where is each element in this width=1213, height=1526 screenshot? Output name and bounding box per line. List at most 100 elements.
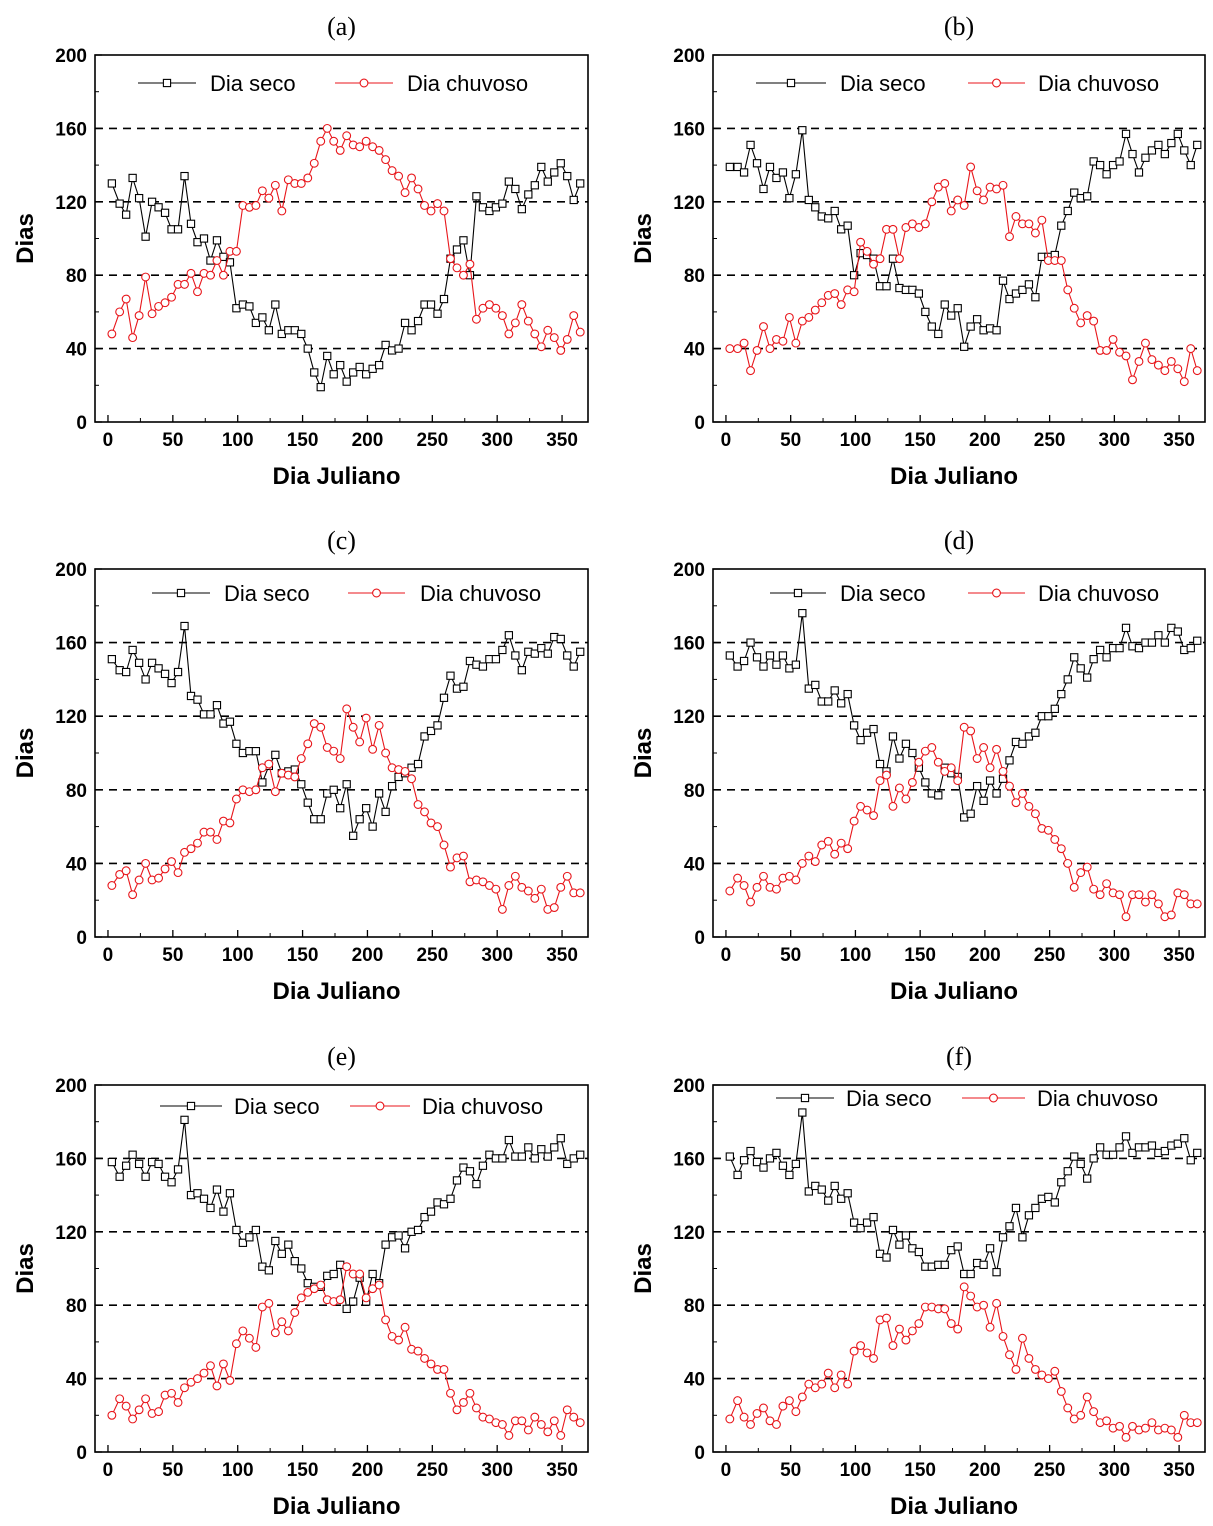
data-point bbox=[1179, 377, 1189, 387]
x-tick-label: 150 bbox=[287, 945, 319, 966]
data-point bbox=[121, 210, 131, 219]
legend-label-dia-seco: Dia seco bbox=[846, 1086, 932, 1111]
data-point bbox=[1134, 168, 1144, 177]
data-point bbox=[972, 781, 982, 791]
data-point bbox=[1102, 879, 1112, 889]
data-point bbox=[1115, 643, 1124, 653]
data-point bbox=[759, 871, 768, 881]
x-tick-label: 350 bbox=[1163, 945, 1195, 966]
data-point bbox=[381, 807, 390, 817]
data-point bbox=[953, 304, 962, 313]
data-point bbox=[953, 195, 963, 205]
data-point bbox=[549, 1416, 559, 1426]
panel-label: (d) bbox=[944, 526, 974, 555]
data-point bbox=[426, 300, 436, 309]
data-point bbox=[1089, 884, 1099, 894]
data-point bbox=[810, 857, 820, 867]
data-point bbox=[875, 759, 885, 769]
data-point bbox=[478, 877, 488, 887]
data-point bbox=[1115, 1421, 1124, 1431]
data-point bbox=[856, 1341, 866, 1351]
data-point bbox=[1179, 890, 1189, 900]
data-point bbox=[778, 336, 788, 346]
data-point bbox=[824, 1196, 833, 1205]
data-point bbox=[361, 804, 371, 813]
data-point bbox=[921, 307, 930, 317]
data-point bbox=[361, 713, 371, 723]
data-point bbox=[869, 1212, 878, 1222]
legend-label-dia-chuvoso: Dia chuvoso bbox=[1037, 1086, 1158, 1111]
data-point bbox=[1082, 311, 1092, 321]
data-point bbox=[271, 750, 280, 759]
data-point bbox=[830, 686, 839, 695]
data-point bbox=[1030, 228, 1040, 238]
data-point bbox=[869, 1353, 878, 1363]
data-point bbox=[947, 311, 956, 320]
data-point bbox=[759, 1403, 768, 1413]
data-point bbox=[394, 1231, 403, 1240]
x-tick-label: 300 bbox=[1099, 1460, 1131, 1481]
data-point bbox=[413, 184, 423, 194]
x-tick-label: 100 bbox=[840, 945, 872, 966]
data-point bbox=[1147, 355, 1157, 365]
chart-panel-6: (f) 0 50 100 150 200 250 300 350 0 40 80 120 160 200 Di… bbox=[630, 1042, 1206, 1520]
data-point bbox=[1063, 1167, 1072, 1176]
data-point bbox=[420, 807, 429, 817]
data-point bbox=[569, 662, 578, 671]
data-point bbox=[1069, 1414, 1079, 1424]
data-point bbox=[725, 886, 735, 896]
x-tick-label: 200 bbox=[969, 430, 1001, 451]
data-point bbox=[791, 1159, 801, 1169]
data-point bbox=[387, 781, 397, 791]
y-axis-title: Dias bbox=[630, 213, 657, 264]
data-point bbox=[212, 236, 222, 245]
data-point bbox=[510, 871, 520, 881]
data-point bbox=[746, 638, 755, 647]
data-point bbox=[154, 1407, 164, 1417]
data-point bbox=[257, 186, 267, 196]
data-point bbox=[225, 1189, 235, 1198]
data-point bbox=[862, 1348, 872, 1358]
data-point bbox=[128, 1414, 138, 1424]
x-tick-label: 0 bbox=[103, 430, 114, 451]
legend-marker-square bbox=[162, 78, 172, 88]
data-point bbox=[1050, 1366, 1060, 1376]
data-point bbox=[413, 1225, 423, 1235]
data-point bbox=[739, 881, 749, 890]
data-point bbox=[920, 746, 930, 756]
x-tick-label: 0 bbox=[103, 945, 114, 966]
data-point bbox=[933, 182, 943, 192]
data-point bbox=[1134, 356, 1144, 366]
data-point bbox=[556, 634, 565, 644]
data-point bbox=[147, 658, 157, 667]
data-point bbox=[785, 193, 794, 203]
data-point bbox=[979, 195, 989, 205]
data-point bbox=[1121, 129, 1131, 139]
data-point bbox=[199, 1368, 209, 1378]
data-point bbox=[413, 759, 423, 769]
data-point bbox=[1057, 221, 1066, 230]
data-point bbox=[335, 1295, 345, 1305]
data-point bbox=[1057, 689, 1066, 699]
data-point bbox=[1173, 364, 1183, 374]
data-point bbox=[297, 329, 306, 339]
data-point bbox=[1192, 366, 1202, 376]
data-point bbox=[1044, 1192, 1053, 1202]
y-tick-label: 40 bbox=[66, 1370, 87, 1391]
x-tick-label: 0 bbox=[103, 1460, 114, 1481]
x-tick-label: 200 bbox=[969, 1460, 1001, 1481]
data-point bbox=[920, 219, 930, 229]
data-point bbox=[251, 318, 261, 328]
data-point bbox=[1076, 318, 1086, 328]
data-point bbox=[160, 208, 170, 217]
data-point bbox=[206, 270, 215, 280]
data-point bbox=[336, 360, 345, 370]
data-point bbox=[575, 1418, 585, 1428]
data-point bbox=[452, 1176, 462, 1185]
x-tick-label: 50 bbox=[162, 945, 183, 966]
data-point bbox=[121, 1401, 131, 1411]
x-tick-label: 350 bbox=[1163, 1460, 1195, 1481]
data-point bbox=[985, 763, 995, 773]
data-point bbox=[1089, 1154, 1098, 1163]
data-point bbox=[1128, 1421, 1137, 1431]
